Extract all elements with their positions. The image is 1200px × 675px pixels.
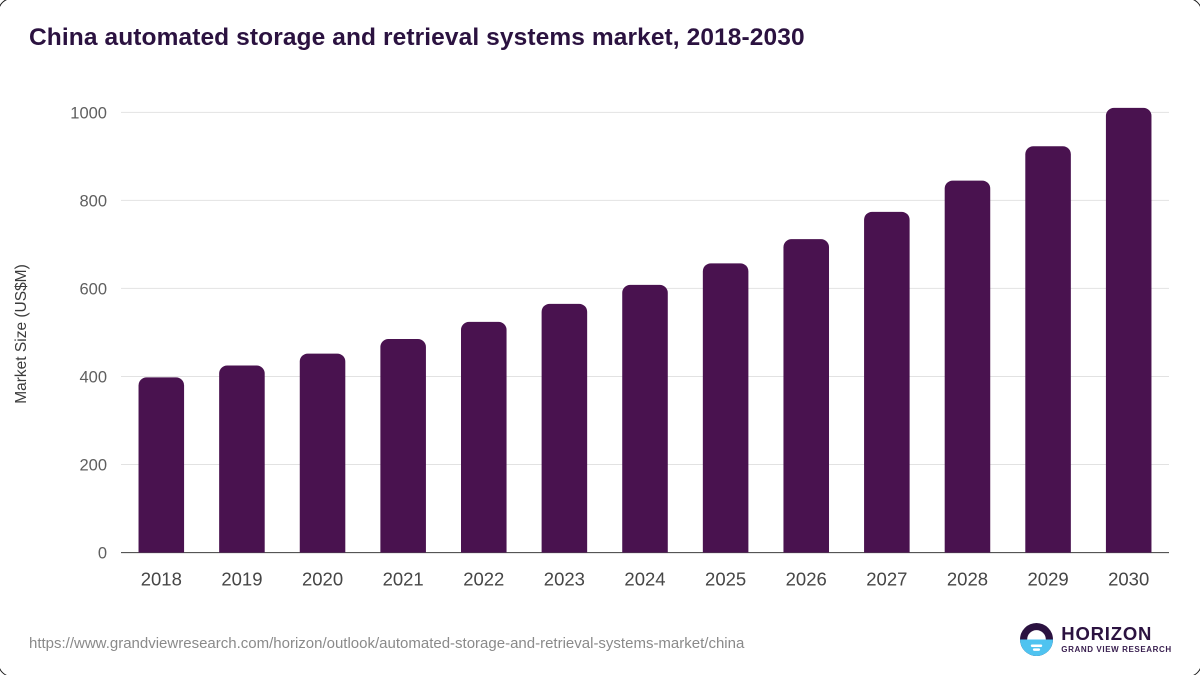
svg-text:2019: 2019 [221, 569, 262, 590]
svg-text:400: 400 [79, 368, 107, 386]
svg-text:2030: 2030 [1108, 569, 1149, 590]
svg-text:2018: 2018 [141, 569, 182, 590]
svg-text:2029: 2029 [1028, 569, 1069, 590]
svg-text:1000: 1000 [70, 104, 107, 122]
svg-text:2020: 2020 [302, 569, 343, 590]
svg-text:800: 800 [79, 192, 107, 210]
svg-text:600: 600 [79, 280, 107, 298]
svg-text:2024: 2024 [624, 569, 665, 590]
svg-text:0: 0 [98, 545, 107, 563]
svg-text:2023: 2023 [544, 569, 585, 590]
svg-text:2026: 2026 [786, 569, 827, 590]
svg-text:2028: 2028 [947, 569, 988, 590]
svg-text:2022: 2022 [463, 569, 504, 590]
svg-text:2025: 2025 [705, 569, 746, 590]
svg-text:2027: 2027 [866, 569, 907, 590]
svg-text:2021: 2021 [383, 569, 424, 590]
svg-text:200: 200 [79, 457, 107, 475]
